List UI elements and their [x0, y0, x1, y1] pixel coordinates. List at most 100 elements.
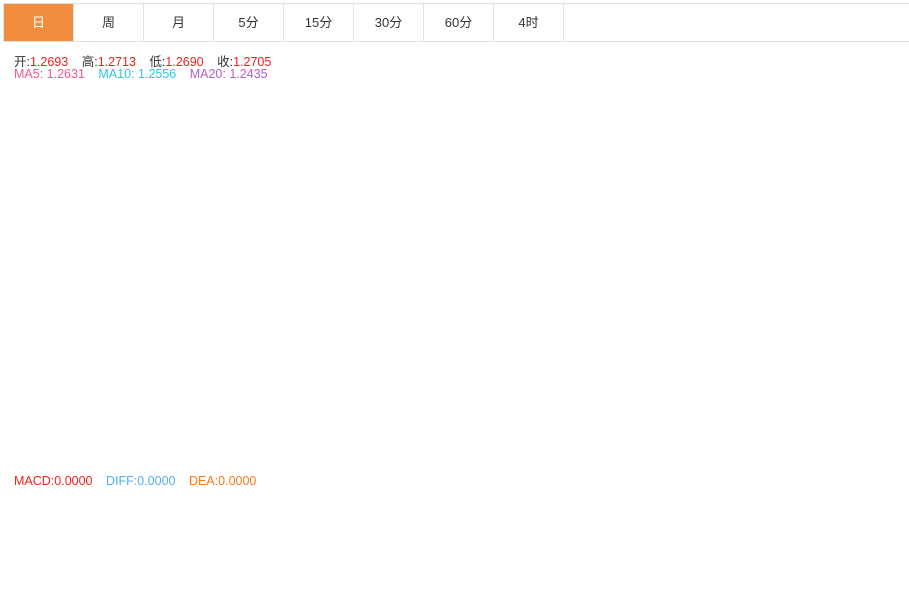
candle-up: [627, 358, 637, 362]
macd-bar-positive: [411, 525, 421, 537]
macd-bar-positive: [231, 530, 241, 537]
macd-bar-negative: [591, 537, 601, 557]
candle-down: [507, 406, 517, 414]
price-tick-label: 1.2228: [842, 350, 877, 362]
ma20-value: 1.2435: [229, 67, 268, 81]
macd-bar-negative: [675, 537, 685, 560]
tab-2[interactable]: 月: [144, 4, 214, 41]
macd-readout-item: MACD:0.0000: [14, 474, 93, 488]
macd-bar-negative: [687, 537, 697, 558]
candle-up: [759, 144, 769, 162]
candle-up: [303, 404, 313, 442]
macd-bar-positive: [207, 524, 217, 537]
candle-down: [471, 343, 481, 394]
candle-up: [735, 194, 745, 220]
macd-bar-positive: [195, 519, 205, 537]
candle-up: [639, 328, 649, 362]
ma10-line: [7, 94, 789, 396]
diff-label: DIFF:: [106, 474, 138, 488]
macd-bar-positive: [447, 529, 457, 537]
candle-up: [687, 232, 697, 259]
candle-up: [459, 343, 469, 396]
macd-bar-positive: [435, 528, 445, 537]
candle-up: [747, 158, 757, 197]
macd-bar-positive: [15, 516, 25, 537]
candle-down: [723, 196, 733, 216]
macd-bar-negative: [603, 537, 613, 563]
macd-bar-positive: [363, 513, 373, 537]
tab-0[interactable]: 日: [4, 4, 74, 41]
macd-bar-negative: [615, 537, 625, 567]
price-tick-label: 1.2130: [842, 402, 877, 414]
macd-bar-positive: [219, 527, 229, 537]
ma-readout: MA5: 1.2631 MA10: 1.2556 MA20: 1.2435: [14, 67, 268, 81]
tab-1[interactable]: 周: [74, 4, 144, 41]
ma10-value: 1.2556: [138, 67, 177, 81]
macd-bar-negative: [711, 537, 721, 555]
price-tick-label: 1.2623: [842, 143, 877, 155]
candle-down: [27, 121, 37, 168]
candle-up: [99, 207, 109, 219]
macd-bar-positive: [327, 513, 337, 537]
tab-3[interactable]: 5分: [214, 4, 284, 41]
candle-down: [387, 383, 397, 405]
diff-value: 0.0000: [137, 474, 176, 488]
candle-up: [783, 104, 793, 111]
candle-down: [75, 208, 85, 228]
macd-bar-positive: [183, 514, 193, 537]
candle-up: [567, 274, 577, 371]
price-tick-label: 1.2031: [842, 454, 877, 466]
ma20-label: MA20:: [189, 67, 226, 81]
macd-bar-positive: [135, 509, 145, 537]
macd-bar-positive: [3, 513, 13, 537]
candle-up: [399, 363, 409, 405]
macd-bar-negative: [531, 537, 541, 550]
candle-down: [195, 294, 205, 321]
plot-frame: [2, 39, 834, 602]
tab-4[interactable]: 15分: [284, 4, 354, 41]
macd-bar-positive: [171, 509, 181, 537]
macd-bar-negative: [723, 537, 733, 556]
macd-bar-negative: [495, 537, 505, 547]
price-tick-label: 1.2426: [842, 246, 877, 258]
candle-down: [411, 366, 421, 381]
macd-bar-positive: [39, 515, 49, 537]
candle-down: [219, 349, 229, 365]
candle-up: [171, 269, 181, 275]
candle-up: [267, 370, 277, 373]
candle-up: [351, 324, 361, 352]
macd-bar-positive: [339, 512, 349, 537]
high-label: 高:: [81, 55, 98, 69]
candle-up: [255, 371, 265, 405]
macd-bar-positive: [387, 523, 397, 537]
macd-bar-positive: [315, 518, 325, 537]
period-tabs: 日周月 5分 15分 30分 60分 4时: [3, 3, 564, 42]
macd-bar-negative: [639, 537, 649, 560]
macd-bar-positive: [291, 532, 301, 537]
macd-value: 0.0000: [54, 474, 93, 488]
candle-down: [111, 207, 121, 220]
tab-5[interactable]: 30分: [354, 4, 424, 41]
tab-6[interactable]: 60分: [424, 4, 494, 41]
macd-bar-positive: [147, 508, 157, 537]
close-label: 收:: [217, 55, 234, 69]
macd-bar-negative: [699, 537, 709, 556]
macd-bar-negative: [759, 537, 769, 541]
candle-up: [771, 110, 781, 148]
macd-tick-label: -0.0123: [842, 584, 881, 596]
macd-bar-positive: [255, 529, 265, 537]
macd-bar-positive: [351, 511, 361, 537]
candle-up: [123, 217, 133, 220]
low-value: 1.2690: [165, 55, 204, 69]
candle-down: [579, 283, 589, 296]
macd-bar-negative: [471, 537, 481, 540]
close-value: 1.2705: [233, 55, 272, 69]
candle-up: [519, 386, 529, 411]
candle-down: [135, 217, 145, 262]
ma5-line: [7, 94, 789, 406]
dea-line: [7, 502, 789, 588]
tab-7[interactable]: 4时: [494, 4, 564, 41]
ma5-label: MA5:: [14, 67, 44, 81]
current-price-label: 1.2705: [842, 100, 877, 112]
